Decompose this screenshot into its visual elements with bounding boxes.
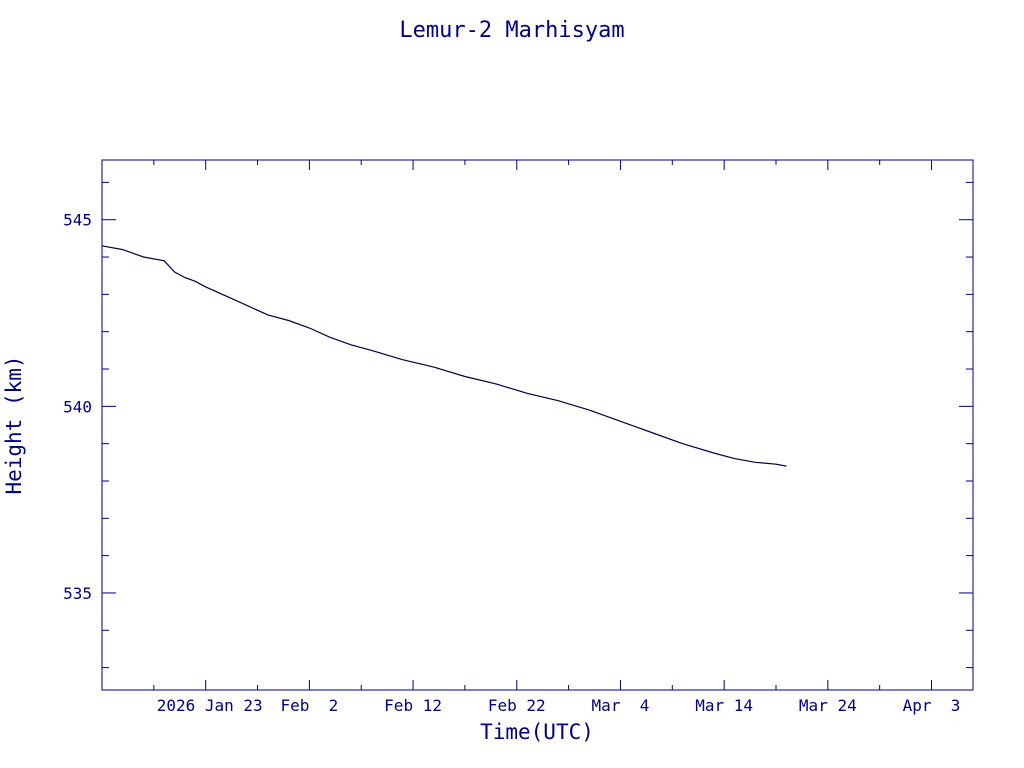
x-axis-label: Time(UTC) (480, 720, 594, 744)
plot-area (101, 159, 974, 691)
x-tick-label: Feb 22 (488, 696, 546, 715)
y-axis-tick-labels: 535 540 545 (63, 211, 92, 603)
x-tick-label: Mar 14 (695, 696, 753, 715)
x-tick-label: Feb 2 (280, 696, 338, 715)
x-axis-tick-labels: 2026 Jan 23 Feb 2 Feb 12 Feb 22 Mar 4 Mar 14 M… (157, 696, 961, 715)
x-tick-label: Apr 3 (903, 696, 961, 715)
x-tick-label: Mar 4 (592, 696, 650, 715)
series-line (101, 245, 787, 467)
x-tick-label: 2026 Jan 23 (157, 696, 263, 715)
x-tick-label: Mar 24 (799, 696, 857, 715)
y-tick-label: 545 (63, 211, 92, 230)
y-axis-ticks (102, 181, 973, 669)
y-tick-label: 540 (63, 397, 92, 416)
y-axis-label: Height (km) (2, 355, 26, 494)
x-tick-label: Feb 12 (384, 696, 442, 715)
x-axis-ticks (101, 160, 933, 690)
chart-title: Lemur-2 Marhisyam (399, 18, 624, 43)
y-tick-label: 535 (63, 584, 92, 603)
